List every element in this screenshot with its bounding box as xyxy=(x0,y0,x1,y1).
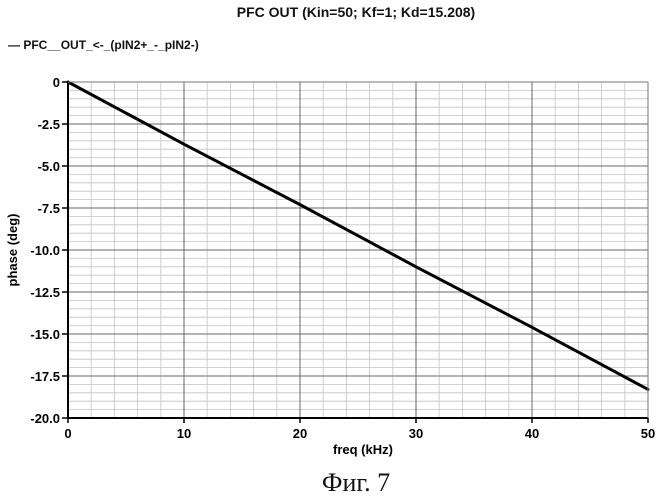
series-line-0 xyxy=(68,82,648,389)
y-tick-label: -7.5 xyxy=(38,201,60,216)
y-tick-label: -17.5 xyxy=(30,369,60,384)
y-tick-label: -12.5 xyxy=(30,285,60,300)
y-tick-label: -20.0 xyxy=(30,411,60,426)
y-tick-label: -5.0 xyxy=(38,159,60,174)
y-tick-label: 0 xyxy=(53,75,60,90)
x-tick-label: 10 xyxy=(177,426,191,441)
figure-caption: Фиг. 7 xyxy=(0,468,660,498)
y-axis-label: phase (deg) xyxy=(5,214,20,287)
axes-layer xyxy=(62,82,648,423)
x-tick-label: 40 xyxy=(525,426,539,441)
x-tick-label: 20 xyxy=(293,426,307,441)
x-axis-label: freq (kHz) xyxy=(333,442,393,457)
y-tick-label: -15.0 xyxy=(30,327,60,342)
y-tick-label: -2.5 xyxy=(38,117,60,132)
x-tick-label: 30 xyxy=(409,426,423,441)
series-layer xyxy=(68,82,648,389)
x-tick-label: 50 xyxy=(641,426,655,441)
x-tick-label: 0 xyxy=(64,426,71,441)
y-tick-label: -10.0 xyxy=(30,243,60,258)
